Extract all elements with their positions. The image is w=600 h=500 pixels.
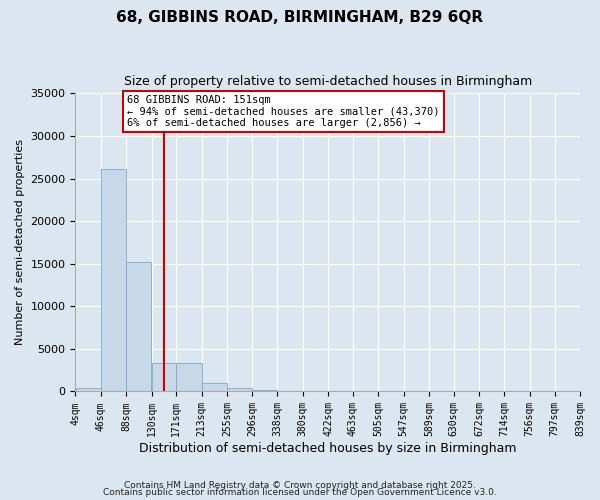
- Bar: [227, 388, 253, 392]
- Text: Contains HM Land Registry data © Crown copyright and database right 2025.: Contains HM Land Registry data © Crown c…: [124, 480, 476, 490]
- Text: 68 GIBBINS ROAD: 151sqm
← 94% of semi-detached houses are smaller (43,370)
6% of: 68 GIBBINS ROAD: 151sqm ← 94% of semi-de…: [127, 95, 440, 128]
- Bar: [152, 363, 177, 392]
- Text: 68, GIBBINS ROAD, BIRMINGHAM, B29 6QR: 68, GIBBINS ROAD, BIRMINGHAM, B29 6QR: [116, 10, 484, 25]
- Bar: [202, 383, 227, 392]
- Bar: [126, 262, 151, 392]
- X-axis label: Distribution of semi-detached houses by size in Birmingham: Distribution of semi-detached houses by …: [139, 442, 517, 455]
- Y-axis label: Number of semi-detached properties: Number of semi-detached properties: [15, 140, 25, 346]
- Title: Size of property relative to semi-detached houses in Birmingham: Size of property relative to semi-detach…: [124, 75, 532, 88]
- Bar: [252, 390, 277, 392]
- Bar: [101, 169, 126, 392]
- Text: Contains public sector information licensed under the Open Government Licence v3: Contains public sector information licen…: [103, 488, 497, 497]
- Bar: [76, 388, 101, 392]
- Bar: [176, 363, 202, 392]
